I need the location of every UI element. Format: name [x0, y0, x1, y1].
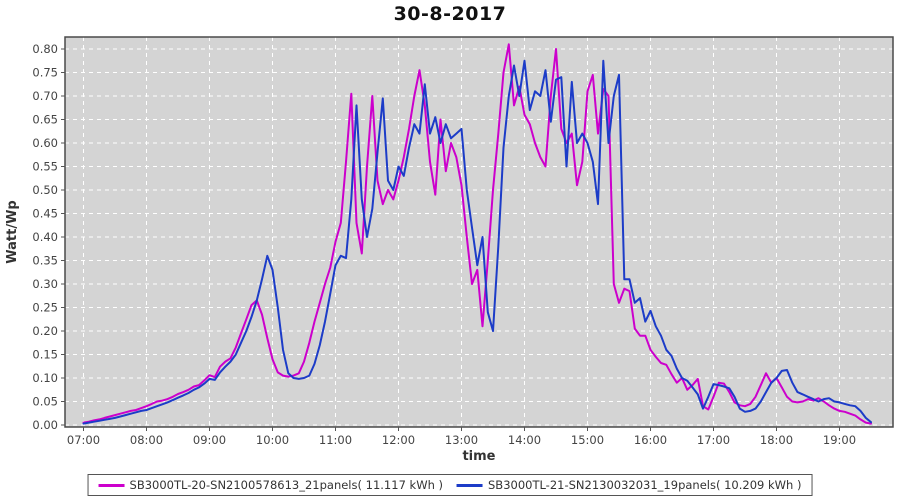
svg-text:0.10: 0.10 — [32, 371, 58, 385]
svg-text:0.20: 0.20 — [32, 324, 58, 338]
svg-text:15:00: 15:00 — [571, 433, 604, 447]
chart-title: 30-8-2017 — [393, 3, 507, 25]
svg-text:0.35: 0.35 — [32, 254, 58, 268]
svg-text:11:00: 11:00 — [319, 433, 352, 447]
svg-text:07:00: 07:00 — [67, 433, 100, 447]
svg-text:09:00: 09:00 — [193, 433, 226, 447]
svg-text:13:00: 13:00 — [445, 433, 478, 447]
svg-text:0.55: 0.55 — [32, 160, 58, 174]
svg-text:0.00: 0.00 — [32, 418, 58, 432]
legend: SB3000TL-20-SN2100578613_21panels( 11.11… — [87, 474, 813, 496]
series2-label: SB3000TL-21-SN2130032031_19panels( 10.20… — [488, 478, 802, 492]
svg-text:08:00: 08:00 — [130, 433, 163, 447]
svg-text:14:00: 14:00 — [508, 433, 541, 447]
chart-plot: 0.00 0.05 0.10 0.15 0.20 0.25 0.30 0.35 0.40 0.45… — [5, 36, 894, 464]
svg-text:12:00: 12:00 — [382, 433, 415, 447]
svg-text:Watt/Wp: Watt/Wp — [5, 200, 20, 263]
svg-text:time: time — [462, 449, 495, 464]
legend-item-series1: SB3000TL-20-SN2100578613_21panels( 11.11… — [98, 478, 443, 492]
svg-text:0.45: 0.45 — [32, 207, 58, 221]
svg-text:0.40: 0.40 — [32, 230, 58, 244]
series2-line-swatch — [457, 483, 483, 487]
svg-text:0.65: 0.65 — [32, 113, 58, 127]
legend-item-series2: SB3000TL-21-SN2130032031_19panels( 10.20… — [457, 478, 801, 492]
svg-text:0.80: 0.80 — [32, 42, 58, 56]
svg-text:0.15: 0.15 — [32, 348, 58, 362]
series1-label: SB3000TL-20-SN2100578613_21panels( 11.11… — [129, 478, 443, 492]
svg-text:0.50: 0.50 — [32, 183, 58, 197]
svg-text:19:00: 19:00 — [823, 433, 856, 447]
svg-text:0.05: 0.05 — [32, 395, 58, 409]
svg-text:18:00: 18:00 — [760, 433, 793, 447]
series1-line-swatch — [98, 483, 125, 487]
svg-text:0.70: 0.70 — [32, 89, 58, 103]
svg-text:17:00: 17:00 — [697, 433, 730, 447]
svg-text:10:00: 10:00 — [256, 433, 289, 447]
svg-text:0.60: 0.60 — [32, 136, 58, 150]
svg-text:16:00: 16:00 — [634, 433, 667, 447]
svg-text:0.75: 0.75 — [32, 66, 58, 80]
svg-text:0.30: 0.30 — [32, 277, 58, 291]
svg-text:0.25: 0.25 — [32, 301, 58, 315]
